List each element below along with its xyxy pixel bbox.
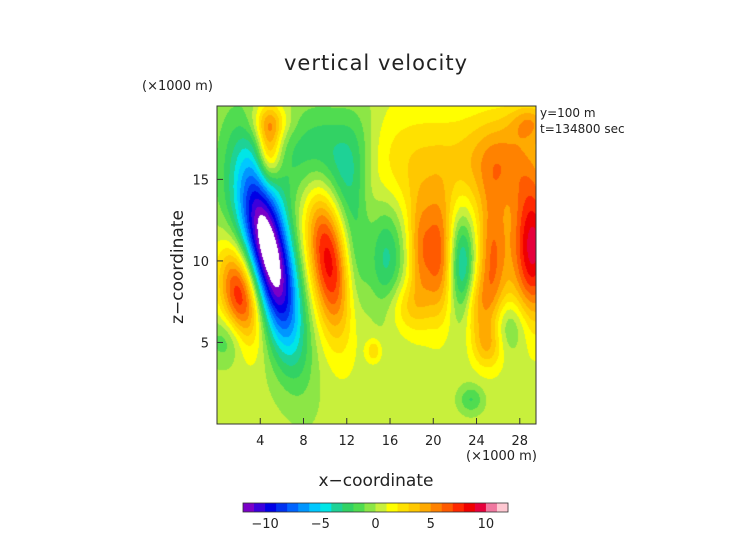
colorbar-swatch <box>342 503 354 512</box>
colorbar-swatch <box>452 503 465 512</box>
x-tick-label: 12 <box>338 434 355 449</box>
y-tick-label: 10 <box>192 255 209 270</box>
colorbar-swatch <box>298 503 310 512</box>
y-tick-label: 15 <box>192 173 209 188</box>
y-axis-unit: (×1000 m) <box>142 79 213 94</box>
colorbar-swatch <box>276 503 288 512</box>
colorbar-tick-label: 0 <box>371 517 379 532</box>
colorbar-swatch <box>375 503 387 512</box>
x-axis-label: x−coordinate <box>319 471 434 491</box>
colorbar-swatch <box>243 503 255 512</box>
x-tick-label: 28 <box>512 434 529 449</box>
x-tick-label: 24 <box>468 434 485 449</box>
x-axis-ticks: 4 8 12 16 20 24 28 <box>256 418 528 449</box>
colorbar-swatch <box>364 503 376 512</box>
heatmap-field <box>217 106 536 424</box>
x-tick-label: 20 <box>425 434 442 449</box>
colorbar-tick-label: 10 <box>478 517 495 532</box>
plot-frame <box>216 105 537 425</box>
colorbar-tick-label: −10 <box>251 517 278 532</box>
y-axis-label: z−coordinate <box>168 210 188 324</box>
colorbar-swatch <box>320 503 332 512</box>
colorbar-swatch <box>309 503 321 512</box>
colorbar-frame <box>242 502 509 513</box>
colorbar-swatch <box>353 503 365 512</box>
plot-area <box>216 105 537 425</box>
colorbar <box>242 502 509 513</box>
annotation-line-2: t=134800 sec <box>540 122 625 136</box>
colorbar-swatch <box>331 503 343 512</box>
y-tick-label: 5 <box>201 336 209 351</box>
chart-title: vertical velocity <box>284 51 468 75</box>
colorbar-swatch <box>408 503 421 512</box>
colorbar-swatch <box>254 503 266 512</box>
x-tick-label: 16 <box>382 434 399 449</box>
colorbar-tick-label: −5 <box>311 517 330 532</box>
colorbar-swatch <box>397 503 410 512</box>
colorbar-swatch <box>419 503 432 512</box>
colorbar-swatch <box>474 503 487 512</box>
colorbar-swatch <box>386 503 398 512</box>
colorbar-swatch <box>496 503 509 512</box>
colorbar-swatch <box>441 503 454 512</box>
x-tick-label: 8 <box>299 434 307 449</box>
colorbar-tick-labels: −10 −5 0 5 10 <box>251 517 494 532</box>
x-axis-unit: (×1000 m) <box>466 449 537 464</box>
colorbar-swatch <box>265 503 277 512</box>
colorbar-swatch <box>287 503 299 512</box>
colorbar-swatch <box>485 503 498 512</box>
x-tick-label: 4 <box>256 434 264 449</box>
colorbar-swatch <box>430 503 443 512</box>
colorbar-tick-label: 5 <box>427 517 435 532</box>
y-axis-ticks: 5 10 15 <box>192 173 223 351</box>
annotation-line-1: y=100 m <box>540 106 596 120</box>
colorbar-swatch <box>463 503 476 512</box>
